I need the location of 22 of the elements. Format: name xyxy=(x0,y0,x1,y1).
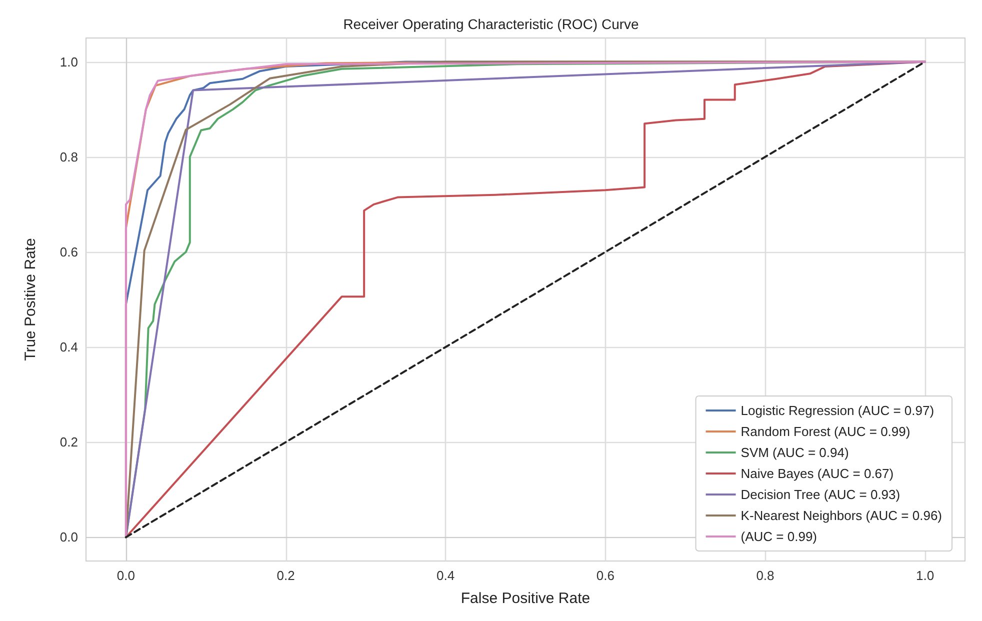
legend-label: (AUC = 0.99) xyxy=(740,529,818,544)
x-tick-label: 0.8 xyxy=(756,568,774,583)
y-tick-label: 0.0 xyxy=(60,530,78,545)
legend-label: Logistic Regression (AUC = 0.97) xyxy=(740,403,934,418)
x-tick-label: 0.4 xyxy=(436,568,455,583)
x-tick-label: 0.0 xyxy=(116,568,135,583)
y-axis-title: True Positive Rate xyxy=(22,238,39,361)
x-axis-title: False Positive Rate xyxy=(460,590,590,607)
chart-title: Receiver Operating Characteristic (ROC) Curve xyxy=(343,16,640,32)
x-tick-label: 0.2 xyxy=(276,568,295,583)
y-tick-label: 0.2 xyxy=(60,434,78,450)
y-tick-label: 0.8 xyxy=(60,149,78,164)
y-tick-label: 0.6 xyxy=(60,244,78,260)
x-tick-label: 1.0 xyxy=(916,568,934,583)
legend-label: Random Forest (AUC = 0.99) xyxy=(740,424,910,439)
x-tick-label: 0.6 xyxy=(596,568,614,583)
y-tick-label: 1.0 xyxy=(60,54,78,70)
legend-label: Decision Tree (AUC = 0.93) xyxy=(740,487,900,502)
legend-label: SVM (AUC = 0.94) xyxy=(740,445,849,460)
legend-label: Naive Bayes (AUC = 0.67) xyxy=(740,466,894,481)
legend-label: K-Nearest Neighbors (AUC = 0.96) xyxy=(740,508,942,523)
y-tick-label: 0.4 xyxy=(60,340,78,355)
